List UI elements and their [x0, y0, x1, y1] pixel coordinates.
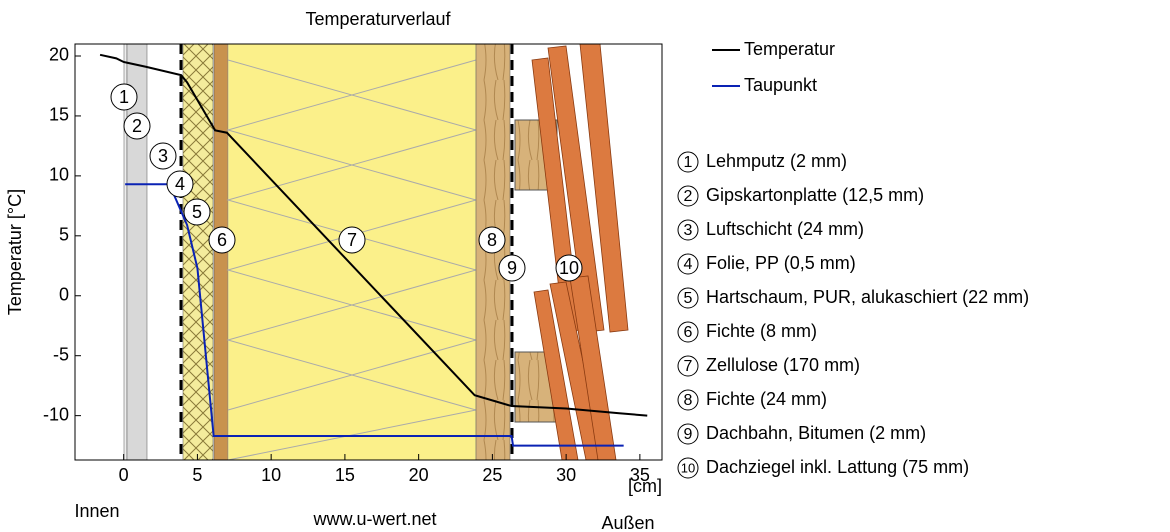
y-tick-label: 10: [49, 165, 69, 185]
legend-label: Temperatur: [744, 39, 835, 59]
layer-number: 10: [681, 460, 695, 475]
layer-number-circle: [677, 253, 699, 275]
x-axis-label: [cm]: [628, 476, 662, 496]
annotation-circle: [478, 226, 506, 254]
layer-label: Lehmputz (2 mm): [706, 151, 847, 171]
layer-number: 6: [684, 324, 693, 341]
layer-label: Dachbahn, Bitumen (2 mm): [706, 423, 926, 443]
y-tick-label: -5: [53, 344, 69, 364]
layer-label: Folie, PP (0,5 mm): [706, 253, 856, 273]
x-tick-label: 10: [261, 465, 281, 485]
y-tick-label: -10: [43, 404, 69, 424]
outside-label: Außen: [601, 513, 654, 532]
y-axis-label: Temperatur [°C]: [5, 189, 25, 315]
layer-number-circle: [677, 321, 699, 343]
annotation: 6: [217, 230, 227, 250]
annotation: 1: [119, 87, 129, 107]
layer-number: 9: [684, 426, 693, 443]
annotation-circle: [123, 112, 151, 140]
layer-label: Zellulose (170 mm): [706, 355, 860, 375]
annotation: 3: [158, 146, 168, 166]
y-tick-label: 20: [49, 45, 69, 65]
layer-number: 1: [684, 154, 693, 171]
layer-number-circle: [677, 151, 699, 173]
x-tick-label: 5: [192, 465, 202, 485]
layer-number-circle: [677, 355, 699, 377]
layer-number-circle: [677, 389, 699, 411]
x-tick-label: 25: [482, 465, 502, 485]
annotation-circle: [555, 254, 583, 282]
annotation-circle: [338, 226, 366, 254]
x-tick-label: 30: [556, 465, 576, 485]
annotation: 7: [347, 230, 357, 250]
y-tick-label: 5: [59, 225, 69, 245]
layer-label: Fichte (8 mm): [706, 321, 817, 341]
layer-number-circle: [677, 457, 699, 479]
x-tick-label: 20: [409, 465, 429, 485]
annotation-circle: [498, 254, 526, 282]
annotation-circle: [149, 142, 177, 170]
layer-label: Luftschicht (24 mm): [706, 219, 864, 239]
layer-number: 4: [684, 256, 693, 273]
series-line: [99, 53, 648, 417]
x-tick-label: 15: [335, 465, 355, 485]
layer-label: Fichte (24 mm): [706, 389, 827, 409]
y-tick-label: 15: [49, 105, 69, 125]
inside-label: Innen: [74, 501, 119, 521]
annotation: 9: [507, 258, 517, 278]
layer-number: 2: [684, 188, 693, 205]
layer-number: 5: [684, 290, 693, 307]
chart-title: Temperaturverlauf: [305, 9, 451, 29]
y-tick-label: 0: [59, 285, 69, 305]
source-label: www.u-wert.net: [312, 509, 436, 529]
layer-number-circle: [677, 219, 699, 241]
layer-number-circle: [677, 423, 699, 445]
annotation: 8: [487, 230, 497, 250]
layer-number: 8: [684, 392, 693, 409]
layer-label: Hartschaum, PUR, alukaschiert (22 mm): [706, 287, 1029, 307]
annotation-circle: [183, 198, 211, 226]
annotation-circle: [166, 170, 194, 198]
annotation: 10: [559, 258, 579, 278]
layer-number: 3: [684, 222, 693, 239]
layer-label: Dachziegel inkl. Lattung (75 mm): [706, 457, 969, 477]
layer-label: Gipskartonplatte (12,5 mm): [706, 185, 924, 205]
annotation-circle: [110, 83, 138, 111]
plot-frame: [74, 43, 663, 461]
annotation-circle: [208, 226, 236, 254]
layer-number-circle: [677, 185, 699, 207]
legend-label: Taupunkt: [744, 75, 817, 95]
annotation: 2: [132, 116, 142, 136]
layer-number-circle: [677, 287, 699, 309]
wall-layers: [123, 44, 629, 460]
layer-number: 7: [684, 358, 693, 375]
annotation: 4: [175, 174, 185, 194]
x-tick-label: 35: [630, 465, 650, 485]
x-tick-label: 0: [119, 465, 129, 485]
annotation: 5: [192, 202, 202, 222]
